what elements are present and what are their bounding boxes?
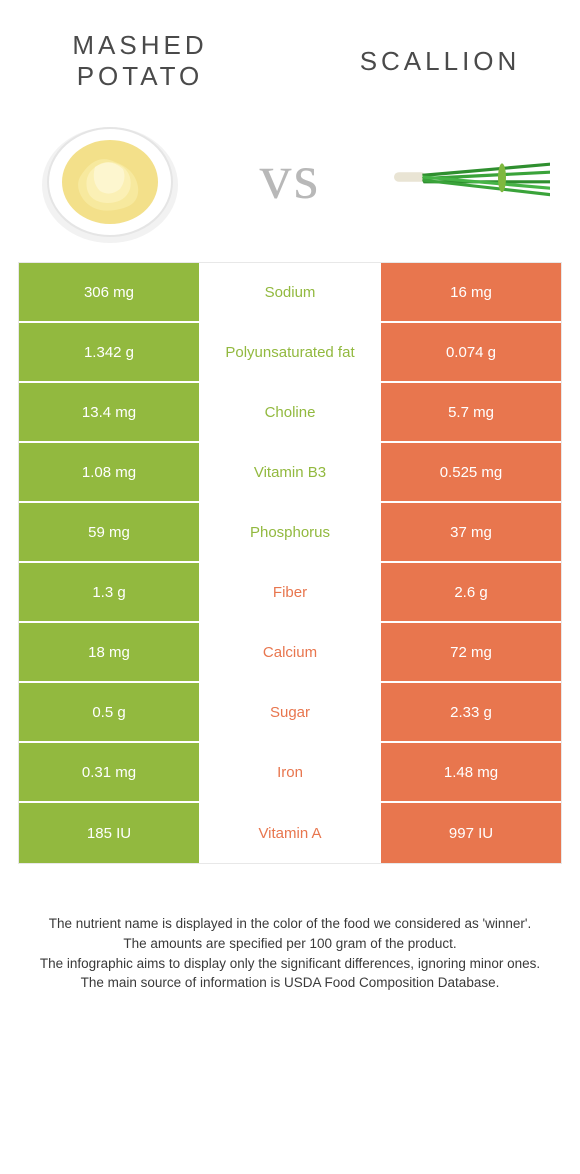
value-right: 1.48 mg bbox=[381, 743, 561, 801]
table-row: 185 IUVitamin A997 IU bbox=[19, 803, 561, 863]
value-left: 13.4 mg bbox=[19, 383, 199, 441]
value-right: 37 mg bbox=[381, 503, 561, 561]
footer-line: The amounts are specified per 100 gram o… bbox=[30, 934, 550, 954]
nutrient-label: Fiber bbox=[199, 563, 381, 621]
value-right: 72 mg bbox=[381, 623, 561, 681]
table-row: 13.4 mgCholine5.7 mg bbox=[19, 383, 561, 443]
footer-line: The nutrient name is displayed in the co… bbox=[30, 914, 550, 934]
nutrient-table: 306 mgSodium16 mg1.342 gPolyunsaturated … bbox=[18, 262, 562, 864]
nutrient-label: Vitamin A bbox=[199, 803, 381, 863]
footer-line: The infographic aims to display only the… bbox=[30, 954, 550, 974]
table-row: 306 mgSodium16 mg bbox=[19, 263, 561, 323]
footer-line: The main source of information is USDA F… bbox=[30, 973, 550, 993]
vs-label: vs bbox=[260, 140, 321, 214]
value-right: 2.6 g bbox=[381, 563, 561, 621]
value-right: 997 IU bbox=[381, 803, 561, 863]
value-left: 1.08 mg bbox=[19, 443, 199, 501]
value-left: 1.3 g bbox=[19, 563, 199, 621]
nutrient-label: Vitamin B3 bbox=[199, 443, 381, 501]
value-right: 5.7 mg bbox=[381, 383, 561, 441]
footer-notes: The nutrient name is displayed in the co… bbox=[0, 864, 580, 992]
value-right: 2.33 g bbox=[381, 683, 561, 741]
nutrient-label: Calcium bbox=[199, 623, 381, 681]
table-row: 1.08 mgVitamin B30.525 mg bbox=[19, 443, 561, 503]
value-right: 16 mg bbox=[381, 263, 561, 321]
nutrient-label: Sugar bbox=[199, 683, 381, 741]
table-row: 1.342 gPolyunsaturated fat0.074 g bbox=[19, 323, 561, 383]
title-right: Scallion bbox=[350, 46, 530, 77]
scallion-image bbox=[390, 107, 550, 247]
mashed-potato-image bbox=[30, 107, 190, 247]
table-row: 0.31 mgIron1.48 mg bbox=[19, 743, 561, 803]
table-row: 0.5 gSugar2.33 g bbox=[19, 683, 561, 743]
nutrient-label: Phosphorus bbox=[199, 503, 381, 561]
header: Mashed potato Scallion bbox=[0, 0, 580, 102]
table-row: 1.3 gFiber2.6 g bbox=[19, 563, 561, 623]
value-left: 59 mg bbox=[19, 503, 199, 561]
value-left: 185 IU bbox=[19, 803, 199, 863]
nutrient-label: Iron bbox=[199, 743, 381, 801]
value-right: 0.525 mg bbox=[381, 443, 561, 501]
nutrient-label: Polyunsaturated fat bbox=[199, 323, 381, 381]
value-left: 18 mg bbox=[19, 623, 199, 681]
table-row: 59 mgPhosphorus37 mg bbox=[19, 503, 561, 563]
value-left: 306 mg bbox=[19, 263, 199, 321]
images-row: vs bbox=[0, 102, 580, 262]
table-row: 18 mgCalcium72 mg bbox=[19, 623, 561, 683]
nutrient-label: Sodium bbox=[199, 263, 381, 321]
value-left: 0.31 mg bbox=[19, 743, 199, 801]
title-left: Mashed potato bbox=[50, 30, 230, 92]
value-left: 1.342 g bbox=[19, 323, 199, 381]
nutrient-label: Choline bbox=[199, 383, 381, 441]
value-left: 0.5 g bbox=[19, 683, 199, 741]
value-right: 0.074 g bbox=[381, 323, 561, 381]
